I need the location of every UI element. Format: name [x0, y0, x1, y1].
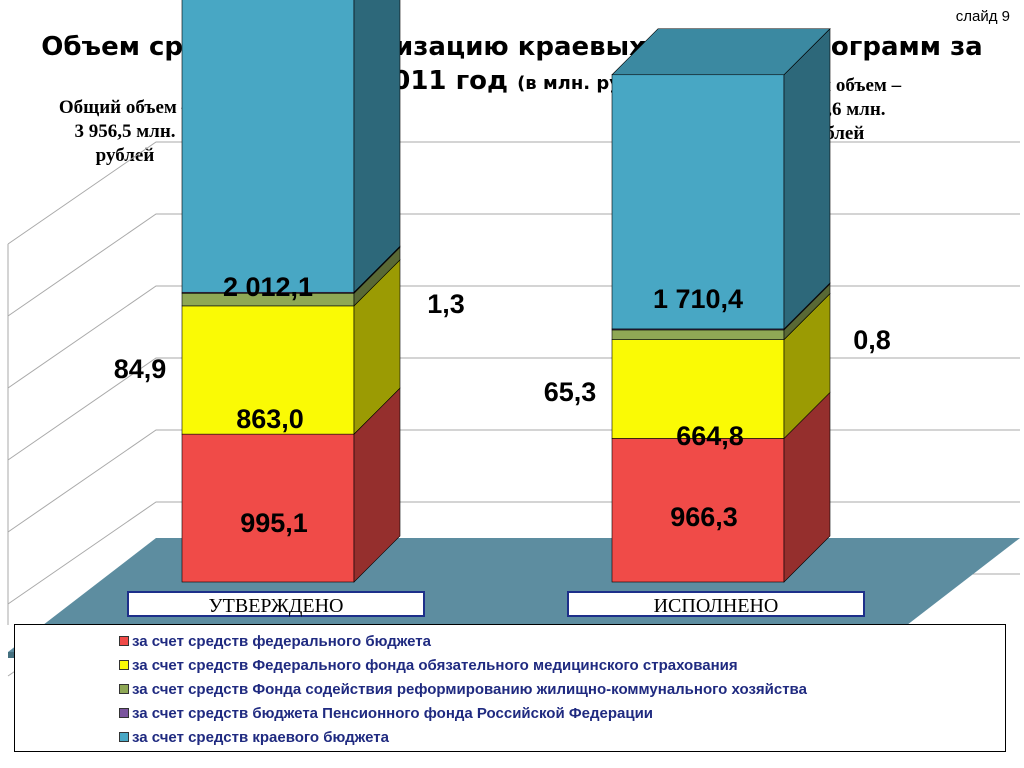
total-approved-line-1: Общий объем –: [58, 97, 192, 118]
bar-approved: [181, 0, 401, 583]
data-label-federal-approved: 995,1: [240, 508, 308, 538]
gridline: [7, 429, 1020, 533]
category-label-executed: ИСПОЛНЕНО: [567, 591, 865, 617]
category-box: [567, 591, 865, 617]
gridline: [7, 141, 1020, 245]
legend-item-pension-fund: за счет средств бюджета Пенсионного фонд…: [119, 701, 653, 725]
legend-swatch-regional-budget: [119, 732, 129, 742]
legend-label-housing-fund: за счет средств Фонда содействия реформи…: [132, 680, 807, 698]
data-label-pension-fund-approved: 1,3: [427, 289, 465, 319]
chart-legend: за счет средств федерального бюджета за …: [14, 624, 1006, 752]
data-labels: 995,1 966,3 863,0 664,8 84,9 65,3 1,3 0,8 2 012,…: [114, 272, 891, 538]
bar-segment-federal: [611, 391, 831, 583]
data-label-regional-budget-executed: 1 710,4: [653, 284, 743, 314]
category-labels: УТВЕРЖДЕНО ИСПОЛНЕНО: [127, 591, 865, 617]
category-label-approved: УТВЕРЖДЕНО: [127, 591, 425, 617]
bar-segment-federal: [181, 387, 401, 583]
bar-segment-medical-insurance: [181, 259, 401, 435]
data-label-regional-budget-approved: 2 012,1: [223, 272, 313, 302]
data-label-pension-fund-executed: 0,8: [853, 325, 891, 355]
category-text: УТВЕРЖДЕНО: [208, 595, 343, 617]
chart-bars: [181, 0, 831, 583]
total-approved-line-2: 3 956,5 млн.: [74, 121, 176, 142]
category-box: [127, 591, 425, 617]
data-label-medical-insurance-executed: 664,8: [676, 421, 744, 451]
bar-top: [611, 28, 831, 76]
total-approved-note: Общий объем – 3 956,5 млн. рублей: [28, 96, 222, 168]
legend-label-federal: за счет средств федерального бюджета: [132, 632, 431, 650]
bar-executed: [611, 28, 831, 583]
data-label-housing-fund-approved: 84,9: [114, 354, 167, 384]
legend-item-federal: за счет средств федерального бюджета: [119, 629, 431, 653]
legend-item-housing-fund: за счет средств Фонда содействия реформи…: [119, 677, 807, 701]
category-text: ИСПОЛНЕНО: [654, 595, 779, 617]
data-label-housing-fund-executed: 65,3: [544, 377, 597, 407]
bar-segment-housing-fund: [181, 246, 401, 307]
gridline: [7, 213, 1020, 317]
bar-segment-regional-budget: [611, 28, 831, 330]
legend-item-regional-budget: за счет средств краевого бюджета: [119, 725, 389, 749]
legend-swatch-medical-insurance: [119, 660, 129, 670]
bar-segment-regional-budget: [181, 0, 401, 293]
bar-segment-regional-budget-side: [353, 0, 401, 293]
legend-label-pension-fund: за счет средств бюджета Пенсионного фонд…: [132, 704, 654, 722]
bar-segment-housing-fund-front: [611, 329, 785, 340]
legend-item-medical-insurance: за счет средств Федерального фонда обяза…: [119, 653, 738, 677]
bar-segment-medical-insurance: [611, 292, 831, 440]
legend-swatch-housing-fund: [119, 684, 129, 694]
data-label-federal-executed: 966,3: [670, 502, 738, 532]
bar-segment-federal-front: [181, 433, 355, 583]
bar-segment-federal-front: [611, 438, 785, 583]
legend-label-medical-insurance: за счет средств Федерального фонда обяза…: [132, 656, 738, 674]
legend-swatch-federal: [119, 636, 129, 646]
bar-segment-regional-budget-front: [611, 74, 785, 330]
legend-label-regional-budget: за счет средств краевого бюджета: [132, 728, 389, 746]
bar-segment-medical-insurance-front: [181, 305, 355, 435]
legend-swatch-pension-fund: [119, 708, 129, 718]
data-label-medical-insurance-approved: 863,0: [236, 404, 304, 434]
total-approved-line-3: рублей: [95, 145, 155, 166]
bar-segment-regional-budget-side: [783, 28, 831, 330]
bar-segment-regional-budget-front: [181, 0, 355, 293]
slide-number: слайд 9: [955, 8, 1010, 25]
